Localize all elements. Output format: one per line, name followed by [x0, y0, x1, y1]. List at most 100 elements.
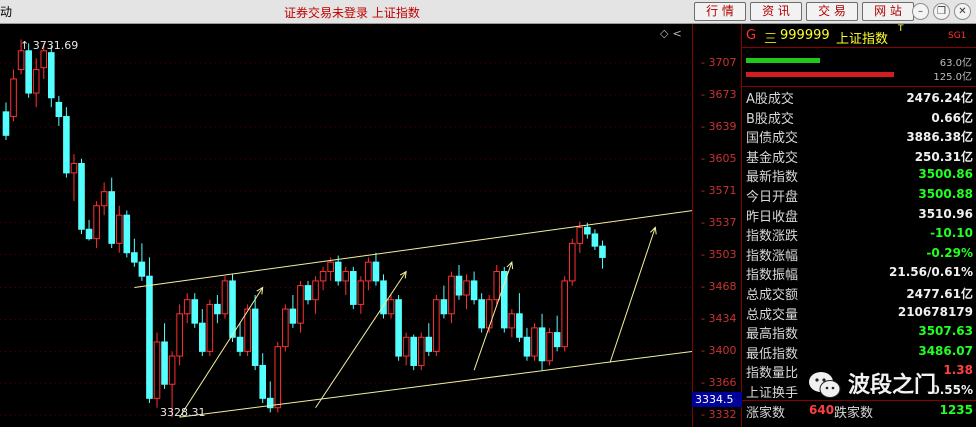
price-tick-label: - 3503: [701, 247, 737, 261]
price-tick-label: - 3366: [701, 376, 737, 390]
advance-value: 640: [809, 403, 835, 417]
candle-body: [553, 332, 561, 348]
candle-body: [327, 261, 334, 273]
price-tick-label: - 3468: [701, 280, 737, 294]
quote-row-label: 今日开盘: [746, 190, 799, 205]
menu-icon[interactable]: 三: [764, 32, 778, 47]
candle-body: [191, 299, 199, 324]
candle-body: [138, 261, 146, 277]
quote-row-label: 指数量比: [746, 366, 799, 382]
quote-row-label: 指数涨幅: [746, 248, 799, 264]
news-button[interactable]: 资 讯: [750, 2, 802, 21]
candle-body: [70, 163, 78, 174]
candle-body: [350, 271, 357, 305]
candle-body: [576, 226, 584, 244]
quote-row: 指数量比 1.38: [742, 361, 976, 381]
candle-body: [387, 299, 395, 315]
candle-body: [108, 191, 116, 244]
price-tick-label: - 3707: [701, 55, 737, 69]
quote-row-label: 指数涨跌: [746, 229, 799, 245]
arrow-line: [609, 227, 656, 363]
quote-row-value: 3500.86: [918, 167, 973, 182]
quote-row-label: 总成交额: [746, 288, 799, 303]
candle-body: [433, 299, 440, 352]
quote-row: 上证换手 0.55%: [742, 381, 976, 401]
candle-body: [183, 299, 191, 315]
candle-body: [259, 364, 266, 399]
quote-row-value: 21.56/0.61%: [889, 265, 973, 280]
candle-body: [100, 191, 108, 207]
quote-row-value: 3507.63: [918, 324, 973, 339]
restore-icon[interactable]: ❐: [933, 3, 950, 20]
quote-row-label: 国债成交: [746, 131, 799, 147]
corner-text: 动: [0, 5, 13, 19]
quote-row: 指数振幅 21.56/0.61%: [742, 263, 976, 283]
quote-row-value: 0.55%: [931, 383, 973, 397]
candle-body: [289, 308, 297, 324]
quote-row: 最低指数 3486.07: [742, 342, 976, 362]
candle-body: [25, 50, 32, 94]
red-bar-value: 125.0亿: [933, 72, 972, 83]
candle-body: [455, 275, 463, 296]
candle-body: [319, 271, 327, 282]
candle-body: [334, 261, 342, 282]
candle-body: [93, 205, 100, 240]
website-button[interactable]: 网 站: [862, 2, 914, 21]
candle-body: [297, 285, 304, 324]
last-price-tag: 3334.5: [692, 392, 742, 407]
high-price-label: ↑ 3731.69: [20, 39, 79, 52]
candle-body: [266, 397, 274, 409]
quote-row-label: 最新指数: [746, 170, 799, 186]
window-title: 证券交易未登录 上证指数: [284, 6, 420, 20]
price-tick-label: - 3571: [701, 183, 737, 197]
quote-row: 今日开盘 3500.88: [742, 185, 976, 205]
candle-body: [485, 299, 493, 329]
wechat-watermark: 波段之门: [808, 366, 968, 402]
arrow-head: [256, 286, 264, 295]
arrow-head: [506, 261, 514, 270]
minimize-icon[interactable]: –: [912, 3, 929, 20]
quote-header: G 三 999999 上证指数 T SG1: [742, 24, 976, 48]
candle-body: [40, 50, 48, 69]
candle-body: [470, 280, 478, 301]
decline-value: 1235: [939, 403, 973, 417]
quote-row: 基金成交 250.31亿: [742, 146, 976, 166]
close-icon[interactable]: ✕: [954, 3, 971, 20]
candle-body: [153, 341, 161, 399]
candle-body: [538, 327, 546, 362]
diamond-icon[interactable]: ◇: [660, 27, 669, 40]
trade-button[interactable]: 交 易: [806, 2, 858, 21]
divider: [742, 400, 976, 401]
candle-body: [523, 336, 531, 357]
quote-row: 指数涨跌 -10.10: [742, 224, 976, 244]
watermark-text: 波段之门: [848, 373, 937, 398]
toolbar-buttons: 行 情 资 讯 交 易 网 站: [694, 2, 914, 21]
candle-body: [123, 214, 131, 254]
quote-row: 最新指数 3500.86: [742, 165, 976, 185]
candle-body: [372, 261, 380, 282]
quote-row-value: 2477.61亿: [906, 287, 973, 301]
chart-scroll-controls[interactable]: ◇ <: [656, 27, 682, 40]
candle-body: [161, 341, 168, 385]
quote-row-value: 1.38: [943, 363, 973, 378]
scroll-left-icon[interactable]: <: [672, 27, 682, 40]
candle-body: [478, 299, 485, 329]
market-button[interactable]: 行 情: [694, 2, 746, 21]
price-tick-label: - 3605: [701, 151, 737, 165]
candle-body: [357, 280, 365, 305]
quote-row: 总成交额 2477.61亿: [742, 283, 976, 303]
candle-body: [508, 313, 516, 329]
sg-tag: SG1: [948, 31, 967, 41]
candle-body: [380, 280, 387, 315]
candle-body: [274, 346, 282, 409]
title-bar: 动 证券交易未登录 上证指数 行 情 资 讯 交 易 网 站 – ❐ ✕: [0, 0, 976, 24]
candle-body: [463, 280, 470, 296]
candle-body: [32, 69, 40, 94]
price-tick-label: - 3434: [701, 312, 737, 326]
quote-panel: G 三 999999 上证指数 T SG1 63.0亿 125.0亿 A股成交 2…: [742, 24, 976, 427]
candlestick-chart[interactable]: [0, 24, 692, 427]
candle-body: [131, 252, 138, 263]
price-axis: - 3707 - 3673 - 3639 - 3605 - 3571 - 3537 - 35…: [692, 24, 742, 427]
advance-decline-row: 涨家数 640 跌家数 1235: [742, 401, 976, 421]
candle-body: [48, 52, 55, 99]
